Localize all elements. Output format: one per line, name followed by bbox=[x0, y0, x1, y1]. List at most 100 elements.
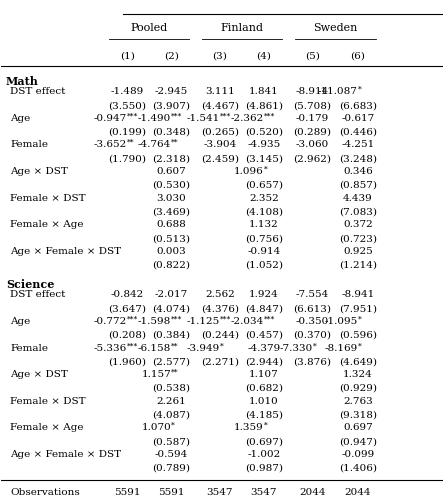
Text: 0.697: 0.697 bbox=[343, 424, 373, 432]
Text: 1.096: 1.096 bbox=[234, 167, 264, 176]
Text: (0.538): (0.538) bbox=[152, 384, 190, 393]
Text: Age × DST: Age × DST bbox=[10, 370, 68, 379]
Text: *: * bbox=[358, 342, 362, 350]
Text: Female: Female bbox=[10, 140, 48, 149]
Text: (7.951): (7.951) bbox=[339, 304, 377, 313]
Text: Math: Math bbox=[6, 76, 39, 88]
Text: (1.052): (1.052) bbox=[245, 260, 283, 270]
Text: ***: *** bbox=[127, 342, 139, 350]
Text: **: ** bbox=[171, 139, 179, 147]
Text: (2.459): (2.459) bbox=[201, 154, 239, 164]
Text: 0.003: 0.003 bbox=[156, 247, 186, 256]
Text: -1.598: -1.598 bbox=[138, 317, 171, 326]
Text: Age × Female × DST: Age × Female × DST bbox=[10, 450, 121, 459]
Text: *: * bbox=[220, 342, 223, 350]
Text: -8.941: -8.941 bbox=[341, 290, 375, 300]
Text: (0.289): (0.289) bbox=[293, 128, 332, 136]
Text: (2.944): (2.944) bbox=[245, 358, 283, 366]
Text: **: ** bbox=[171, 342, 179, 350]
Text: (6.683): (6.683) bbox=[339, 101, 377, 110]
Text: (3.876): (3.876) bbox=[293, 358, 332, 366]
Text: (3.550): (3.550) bbox=[108, 101, 146, 110]
Text: (4): (4) bbox=[257, 51, 271, 60]
Text: **: ** bbox=[127, 139, 135, 147]
Text: (5): (5) bbox=[305, 51, 320, 60]
Text: -1.489: -1.489 bbox=[111, 88, 144, 96]
Text: *: * bbox=[313, 342, 316, 350]
Text: 1.107: 1.107 bbox=[249, 370, 279, 379]
Text: 3547: 3547 bbox=[251, 488, 277, 498]
Text: Pooled: Pooled bbox=[131, 24, 168, 34]
Text: (0.587): (0.587) bbox=[152, 437, 190, 446]
Text: ***: *** bbox=[220, 112, 231, 120]
Text: *: * bbox=[264, 166, 268, 173]
Text: (0.682): (0.682) bbox=[245, 384, 283, 393]
Text: Age × DST: Age × DST bbox=[10, 167, 68, 176]
Text: (0.244): (0.244) bbox=[201, 331, 239, 340]
Text: 0.346: 0.346 bbox=[343, 167, 373, 176]
Text: 1.157: 1.157 bbox=[142, 370, 171, 379]
Text: -3.949: -3.949 bbox=[186, 344, 220, 352]
Text: Age: Age bbox=[10, 317, 31, 326]
Text: (0.199): (0.199) bbox=[108, 128, 146, 136]
Text: *: * bbox=[264, 422, 268, 430]
Text: 3.030: 3.030 bbox=[156, 194, 186, 202]
Text: Female × Age: Female × Age bbox=[10, 220, 84, 230]
Text: (0.348): (0.348) bbox=[152, 128, 190, 136]
Text: ***: *** bbox=[171, 316, 182, 324]
Text: (3.469): (3.469) bbox=[152, 208, 190, 216]
Text: 1.359: 1.359 bbox=[234, 424, 264, 432]
Text: -1.002: -1.002 bbox=[247, 450, 281, 459]
Text: (4.861): (4.861) bbox=[245, 101, 283, 110]
Text: Science: Science bbox=[6, 280, 54, 290]
Text: ***: *** bbox=[220, 316, 231, 324]
Text: **: ** bbox=[171, 368, 179, 376]
Text: (6.613): (6.613) bbox=[293, 304, 332, 313]
Text: (0.446): (0.446) bbox=[339, 128, 377, 136]
Text: (0.384): (0.384) bbox=[152, 331, 190, 340]
Text: -0.350: -0.350 bbox=[296, 317, 329, 326]
Text: Age: Age bbox=[10, 114, 31, 123]
Text: -1.095: -1.095 bbox=[325, 317, 358, 326]
Text: 1.070: 1.070 bbox=[142, 424, 171, 432]
Text: (9.318): (9.318) bbox=[339, 410, 377, 420]
Text: (4.074): (4.074) bbox=[152, 304, 190, 313]
Text: 0.372: 0.372 bbox=[343, 220, 373, 230]
Text: 0.607: 0.607 bbox=[156, 167, 186, 176]
Text: ***: *** bbox=[264, 112, 275, 120]
Text: 2044: 2044 bbox=[345, 488, 371, 498]
Text: 2.562: 2.562 bbox=[205, 290, 235, 300]
Text: Age × Female × DST: Age × Female × DST bbox=[10, 247, 121, 256]
Text: -3.904: -3.904 bbox=[203, 140, 236, 149]
Text: 1.010: 1.010 bbox=[249, 397, 279, 406]
Text: Female × DST: Female × DST bbox=[10, 397, 86, 406]
Text: (0.697): (0.697) bbox=[245, 437, 283, 446]
Text: -0.947: -0.947 bbox=[94, 114, 127, 123]
Text: (0.947): (0.947) bbox=[339, 437, 377, 446]
Text: (3.145): (3.145) bbox=[245, 154, 283, 164]
Text: (0.265): (0.265) bbox=[201, 128, 239, 136]
Text: -4.379: -4.379 bbox=[247, 344, 281, 352]
Text: -2.362: -2.362 bbox=[231, 114, 264, 123]
Text: (1.960): (1.960) bbox=[108, 358, 146, 366]
Text: (2.962): (2.962) bbox=[293, 154, 332, 164]
Text: -1.490: -1.490 bbox=[138, 114, 171, 123]
Text: (3.248): (3.248) bbox=[339, 154, 377, 164]
Text: (0.789): (0.789) bbox=[152, 464, 190, 473]
Text: -7.330: -7.330 bbox=[279, 344, 313, 352]
Text: -2.017: -2.017 bbox=[155, 290, 188, 300]
Text: (0.520): (0.520) bbox=[245, 128, 283, 136]
Text: (0.530): (0.530) bbox=[152, 181, 190, 190]
Text: 2.763: 2.763 bbox=[343, 397, 373, 406]
Text: (0.370): (0.370) bbox=[293, 331, 332, 340]
Text: 0.688: 0.688 bbox=[156, 220, 186, 230]
Text: 2044: 2044 bbox=[299, 488, 326, 498]
Text: (4.087): (4.087) bbox=[152, 410, 190, 420]
Text: -3.060: -3.060 bbox=[296, 140, 329, 149]
Text: (1.406): (1.406) bbox=[339, 464, 377, 473]
Text: DST effect: DST effect bbox=[10, 290, 66, 300]
Text: (0.657): (0.657) bbox=[245, 181, 283, 190]
Text: (2.577): (2.577) bbox=[152, 358, 190, 366]
Text: (1): (1) bbox=[120, 51, 135, 60]
Text: (6): (6) bbox=[350, 51, 365, 60]
